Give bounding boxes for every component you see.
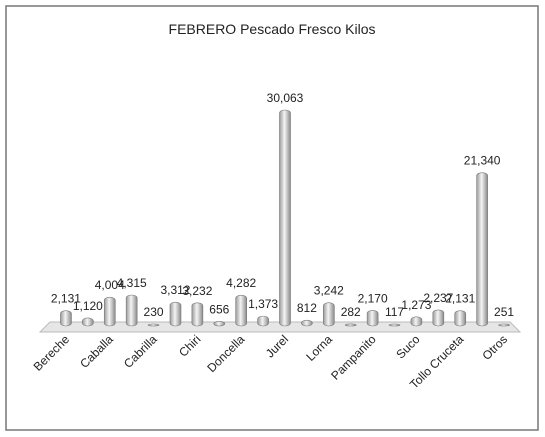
bar (301, 319, 313, 327)
data-label: 3,312 (160, 283, 190, 297)
data-label: 21,340 (464, 154, 501, 168)
data-label: 282 (341, 305, 361, 319)
bar (388, 323, 401, 327)
bar (366, 310, 379, 327)
data-label: 1,273 (401, 298, 431, 312)
data-label: 3,232 (182, 284, 212, 298)
bar (498, 323, 510, 327)
bar (213, 320, 226, 327)
data-label: 2,237 (423, 291, 453, 305)
data-label: 1,120 (73, 299, 103, 313)
data-label: 812 (297, 301, 317, 315)
bar (454, 310, 467, 327)
data-label: 2,131 (51, 292, 81, 306)
bar (432, 309, 445, 327)
bar (191, 302, 204, 327)
bar (235, 294, 247, 327)
bar (169, 301, 182, 327)
bar (60, 310, 72, 327)
bar (125, 294, 138, 327)
bar (344, 323, 357, 327)
data-label: 656 (209, 302, 229, 316)
bar (476, 172, 488, 327)
bar (147, 323, 160, 327)
data-label: 4,315 (117, 276, 147, 290)
bar (103, 296, 116, 327)
data-label: 3,242 (314, 284, 344, 298)
bar (279, 109, 291, 327)
data-label: 2,131 (445, 292, 475, 306)
chart-frame (5, 5, 539, 431)
chart-title: FEBRERO Pescado Fresco Kilos (169, 21, 376, 37)
bar (323, 302, 335, 327)
data-label: 4,004 (95, 278, 125, 292)
data-label: 251 (494, 305, 514, 319)
data-label: 230 (144, 305, 164, 319)
bar (257, 315, 269, 327)
bar (82, 317, 94, 327)
data-label: 4,282 (226, 276, 256, 290)
data-label: 117 (385, 305, 404, 319)
bar (410, 316, 423, 327)
data-label: 2,170 (358, 291, 388, 305)
data-label: 30,063 (267, 91, 304, 105)
data-label: 1,373 (248, 297, 278, 311)
